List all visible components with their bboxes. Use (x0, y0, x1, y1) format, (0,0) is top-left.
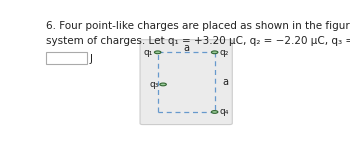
FancyBboxPatch shape (47, 52, 87, 64)
Text: 6. Four point-like charges are placed as shown in the figure, a = 18.0 cm. Find : 6. Four point-like charges are placed as… (47, 21, 350, 31)
Circle shape (160, 83, 166, 86)
Text: J: J (90, 54, 93, 64)
Text: q₂: q₂ (219, 48, 229, 57)
Text: q₄: q₄ (219, 107, 229, 117)
FancyBboxPatch shape (140, 40, 232, 125)
Text: a: a (223, 77, 229, 87)
Text: q₁: q₁ (144, 48, 153, 57)
Circle shape (154, 51, 161, 54)
Text: a: a (183, 43, 189, 53)
Text: system of charges. Let q₁ = +3.20 μC, q₂ = −2.20 μC, q₃ = +4.50 μC, and q₄ = −8.: system of charges. Let q₁ = +3.20 μC, q₂… (47, 36, 350, 46)
Circle shape (211, 51, 218, 54)
Circle shape (211, 111, 218, 113)
Text: q₃: q₃ (149, 80, 159, 89)
